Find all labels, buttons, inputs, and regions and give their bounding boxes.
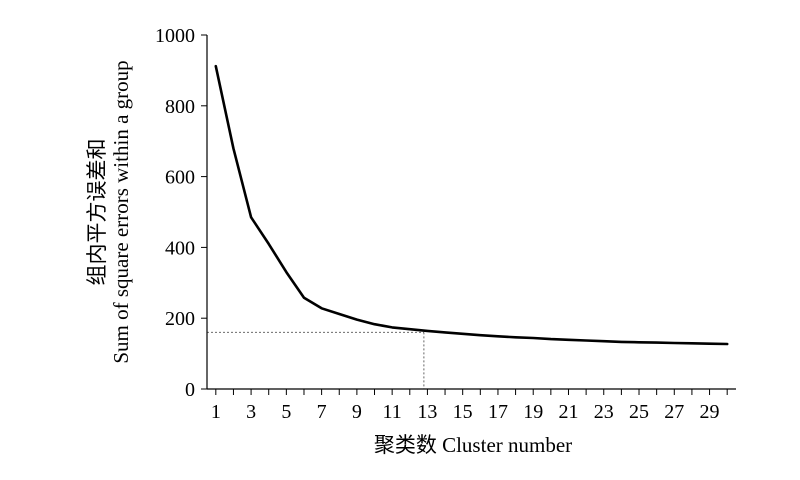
- y-tick-label: 1000: [155, 25, 195, 47]
- x-tick-label: 29: [700, 401, 720, 423]
- y-tick-label: 800: [165, 96, 195, 118]
- x-tick-label: 5: [281, 401, 291, 423]
- x-tick-label: 9: [352, 401, 362, 423]
- y-axis-title-zh: 组内平方误差和: [85, 139, 109, 286]
- y-tick-label: 600: [165, 167, 195, 189]
- x-tick-label: 25: [629, 401, 649, 423]
- x-tick-label: 7: [317, 401, 327, 423]
- y-tick-label: 0: [185, 379, 195, 401]
- x-tick-label: 27: [664, 401, 684, 423]
- x-tick-label: 21: [558, 401, 578, 423]
- ticks-layer: [201, 34, 728, 395]
- x-tick-label: 13: [417, 401, 437, 423]
- x-tick-label: 15: [453, 401, 473, 423]
- y-tick-label: 200: [165, 308, 195, 330]
- y-axis-title-en: Sum of square errors within a group: [109, 60, 133, 363]
- x-axis-title: 聚类数 Cluster number: [374, 433, 572, 457]
- y-tick-label: 400: [165, 237, 195, 259]
- x-tick-label: 17: [488, 401, 508, 423]
- x-tick-label: 3: [246, 401, 256, 423]
- series-line: [214, 64, 729, 346]
- x-tick-label: 19: [523, 401, 543, 423]
- reference-layer: [207, 331, 425, 389]
- x-tick-label: 23: [594, 401, 614, 423]
- series-layer: [214, 64, 729, 346]
- x-tick-label: 1: [211, 401, 221, 423]
- x-tick-label: 11: [383, 401, 402, 423]
